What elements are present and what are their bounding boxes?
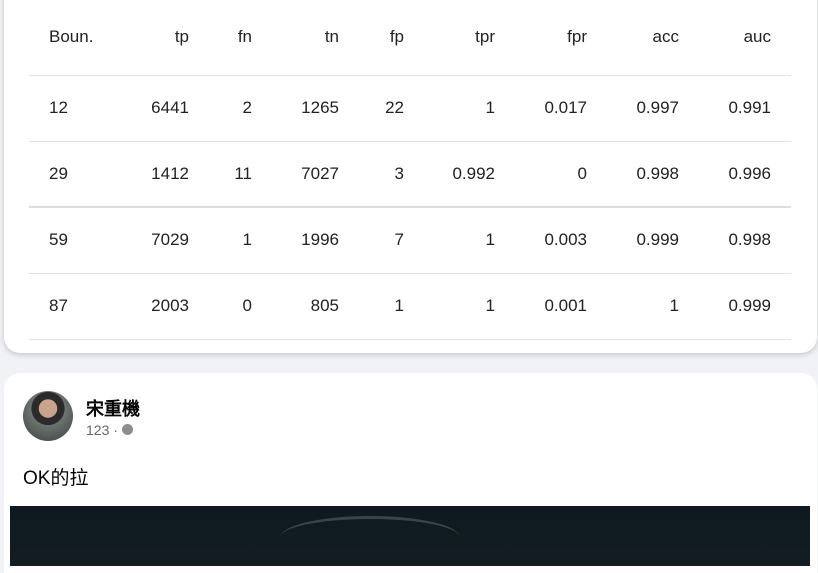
cell: 0 [515,141,607,208]
avatar[interactable] [23,391,73,441]
cell: 1 [607,273,699,340]
cell: 0 [209,273,272,340]
cell: 7 [359,207,424,274]
cell: 0.997 [607,75,699,142]
cell: 2 [209,75,272,142]
cell: 0.003 [515,207,607,274]
header-tn: tn [272,0,359,76]
cell: 1 [359,273,424,340]
post-author[interactable]: 宋重機 [86,399,140,419]
cell: 0.017 [515,75,607,142]
cell: 7029 [130,207,209,274]
post-card: 宋重機 123 · OK的拉 [4,373,817,573]
cell: 1 [209,207,272,274]
cell: 0.999 [699,273,791,340]
cell: 0.998 [607,141,699,208]
cell: 29 [29,141,130,208]
cell: 0.998 [699,207,791,274]
cell: 1996 [272,207,359,274]
header-tp: tp [130,0,209,76]
table-row: 12 6441 2 1265 22 1 0.017 0.997 0.991 [29,75,791,142]
results-table: Boun. tp fn tn fp tpr fpr acc auc 12 644… [29,0,791,340]
cell: 6441 [130,75,209,142]
header-auc: auc [699,0,791,76]
cell: 7027 [272,141,359,208]
post-image[interactable] [10,506,810,566]
cell: 2003 [130,273,209,340]
header-boun: Boun. [29,0,130,76]
cell: 1412 [130,141,209,208]
header-fpr: fpr [515,0,607,76]
header-acc: acc [607,0,699,76]
cell: 1 [424,207,515,274]
cell: 1265 [272,75,359,142]
cell: 12 [29,75,130,142]
cell: 22 [359,75,424,142]
post-text: OK的拉 [23,468,89,489]
results-table-card: Boun. tp fn tn fp tpr fpr acc auc 12 644… [4,0,817,353]
post-timestamp[interactable]: 123 · [86,422,118,438]
header-fp: fp [359,0,424,76]
cell: 0.001 [515,273,607,340]
post-meta: 123 · [86,422,133,438]
cell: 11 [209,141,272,208]
cell: 59 [29,207,130,274]
cell: 0.999 [607,207,699,274]
header-fn: fn [209,0,272,76]
globe-icon [121,423,133,435]
cell: 1 [424,75,515,142]
table-row: 29 1412 11 7027 3 0.992 0 0.998 0.996 [29,141,791,208]
table-header-row: Boun. tp fn tn fp tpr fpr acc auc [29,0,791,76]
cell: 0.991 [699,75,791,142]
cell: 87 [29,273,130,340]
cell: 1 [424,273,515,340]
table-row: 59 7029 1 1996 7 1 0.003 0.999 0.998 [29,207,791,274]
cell: 0.996 [699,141,791,208]
table-row: 87 2003 0 805 1 1 0.001 1 0.999 [29,273,791,340]
cell: 805 [272,273,359,340]
header-tpr: tpr [424,0,515,76]
cell: 3 [359,141,424,208]
cell: 0.992 [424,141,515,208]
